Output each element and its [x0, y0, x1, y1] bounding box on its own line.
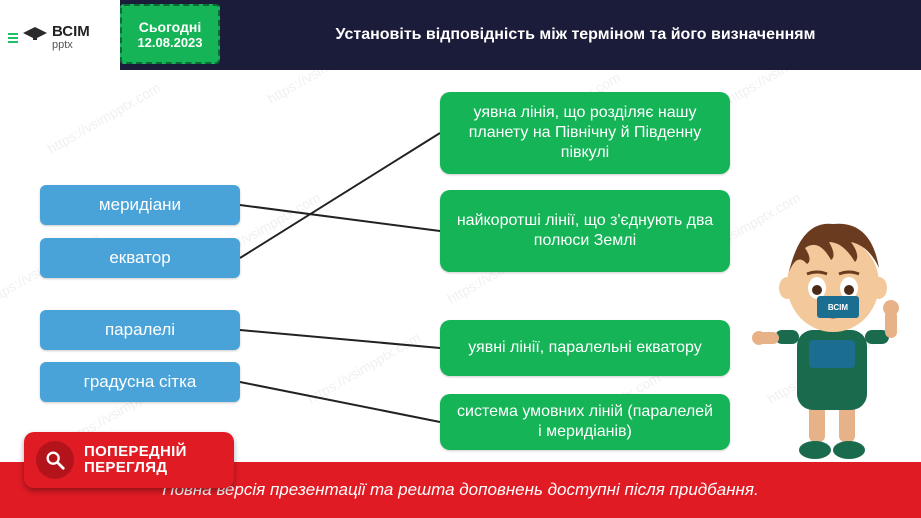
logo-lines-icon: [8, 33, 18, 43]
term-box[interactable]: паралелі: [40, 310, 240, 350]
watermark: https://vsimpptx.com: [45, 79, 163, 157]
logo-text-wrap: ВСІМ pptx: [52, 24, 90, 51]
definition-box[interactable]: система умовних ліній (паралелей і мерид…: [440, 394, 730, 450]
definition-box[interactable]: уявні лінії, паралельні екватору: [440, 320, 730, 376]
logo-sub: pptx: [52, 40, 90, 51]
graduation-cap-icon: [22, 25, 48, 50]
logo-brand: ВСІМ: [52, 24, 90, 39]
preview-line2: ПЕРЕГЛЯД: [84, 460, 187, 476]
logo-area: ВСІМ pptx: [0, 0, 120, 70]
date-badge: Сьогодні 12.08.2023: [120, 4, 220, 64]
term-box[interactable]: екватор: [40, 238, 240, 278]
definition-box[interactable]: найкоротші лінії, що з'єднують два полюс…: [440, 190, 730, 272]
term-box[interactable]: меридіани: [40, 185, 240, 225]
preview-button-label: ПОПЕРЕДНІЙ ПЕРЕГЛЯД: [84, 444, 187, 476]
logo: ВСІМ pptx: [8, 24, 90, 51]
date-line1: Сьогодні: [139, 19, 202, 35]
shirt-logo: ВСІМ: [817, 296, 859, 318]
slide: https://vsimpptx.com https://vsimpptx.co…: [0, 0, 921, 518]
task-title: Установіть відповідність між терміном та…: [250, 0, 901, 70]
definition-box[interactable]: уявна лінія, що розділяє нашу планету на…: [440, 92, 730, 174]
magnifier-icon: [36, 441, 74, 479]
preview-button[interactable]: ПОПЕРЕДНІЙ ПЕРЕГЛЯД: [24, 432, 234, 488]
term-box[interactable]: градусна сітка: [40, 362, 240, 402]
preview-line1: ПОПЕРЕДНІЙ: [84, 444, 187, 460]
date-line2: 12.08.2023: [137, 35, 202, 50]
watermark: https://vsimpptx.com: [305, 329, 423, 407]
boy-character: [751, 202, 911, 462]
